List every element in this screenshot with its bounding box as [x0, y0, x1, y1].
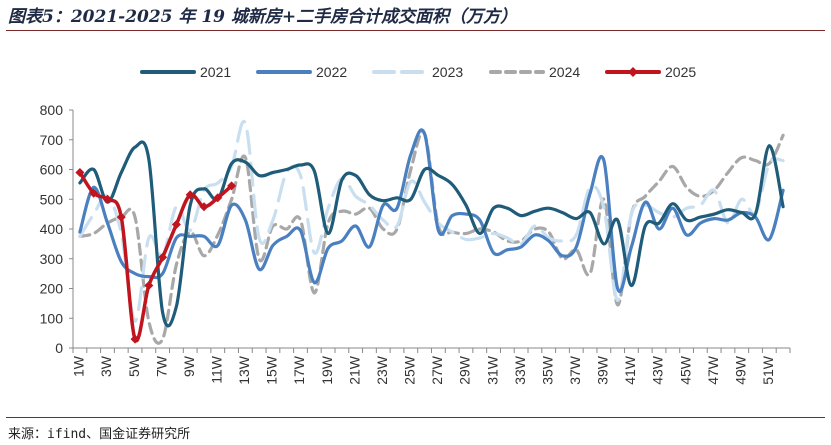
x-tick-label: 27W [429, 355, 445, 385]
data-point-2025 [102, 194, 112, 204]
y-tick-label: 100 [40, 310, 64, 326]
x-tick-label: 45W [677, 355, 693, 385]
y-tick-label: 200 [40, 281, 64, 297]
series-line-2021 [78, 140, 785, 328]
data-point-2025 [199, 202, 209, 212]
x-tick-label: 25W [402, 355, 418, 385]
series-line-2022 [78, 128, 785, 293]
plot-area [75, 119, 785, 345]
x-tick-label: 15W [264, 355, 280, 385]
legend-label-2024: 2024 [549, 64, 580, 80]
data-point-2025 [144, 281, 154, 291]
x-tick-label: 11W [208, 355, 224, 384]
chart-title: 图表5：2021-2025 年 19 城新房+二手房合计成交面积（万方） [8, 7, 518, 27]
x-tick-label: 3W [98, 355, 114, 377]
data-point-2025 [185, 190, 195, 200]
x-tick-label: 49W [732, 355, 748, 385]
data-point-2025 [116, 212, 126, 222]
x-tick-label: 5W [126, 355, 142, 377]
x-tick-label: 19W [319, 355, 335, 385]
x-tick-label: 21W [346, 355, 362, 385]
x-tick-label: 43W [650, 355, 666, 385]
y-tick-label: 600 [40, 162, 64, 178]
legend-label-2022: 2022 [316, 64, 347, 80]
x-tick-label: 31W [484, 355, 500, 385]
legend-label-2025: 2025 [665, 64, 696, 80]
data-point-2025 [171, 220, 181, 230]
x-tick-label: 51W [760, 355, 776, 385]
x-tick-label: 13W [236, 355, 252, 385]
x-tick-label: 23W [374, 355, 390, 385]
y-tick-label: 500 [40, 191, 64, 207]
series-line-2023 [78, 119, 785, 323]
y-tick-label: 700 [40, 132, 64, 148]
legend-label-2023: 2023 [432, 64, 463, 80]
x-tick-label: 35W [539, 355, 555, 385]
data-point-2025 [75, 167, 85, 177]
x-tick-label: 1W [71, 355, 87, 377]
y-tick-label: 400 [40, 221, 64, 237]
title-divider [6, 30, 825, 31]
x-tick-label: 29W [457, 355, 473, 385]
data-point-2025 [158, 252, 168, 262]
y-tick-label: 800 [40, 102, 64, 118]
source-divider [6, 417, 825, 418]
x-tick-label: 33W [512, 355, 528, 385]
x-tick-label: 47W [705, 355, 721, 385]
source-note: 来源：ifind、国金证券研究所 [8, 427, 191, 442]
data-point-2025 [130, 334, 140, 344]
x-tick-label: 7W [153, 355, 169, 377]
data-point-2025 [89, 188, 99, 198]
x-tick-label: 41W [622, 355, 638, 385]
data-point-2025 [227, 181, 237, 191]
legend-marker-2025 [628, 67, 638, 77]
x-tick-label: 39W [595, 355, 611, 385]
legend-label-2021: 2021 [200, 64, 231, 80]
legend: 2021 2022 2023 2024 2025 [140, 64, 696, 80]
x-tick-label: 9W [181, 355, 197, 377]
x-tick-label: 37W [567, 355, 583, 385]
y-axis: 0 100 200 300 400 500 600 700 800 [40, 102, 74, 356]
x-axis: 1W 3W 5W 7W 9W 11W 13W 15W 17W 19W 21W 23W 25W 27W 29W… [71, 347, 791, 385]
y-tick-label: 300 [40, 251, 64, 267]
y-tick-label: 0 [55, 340, 63, 356]
x-tick-label: 17W [291, 355, 307, 385]
data-point-2025 [213, 193, 223, 203]
